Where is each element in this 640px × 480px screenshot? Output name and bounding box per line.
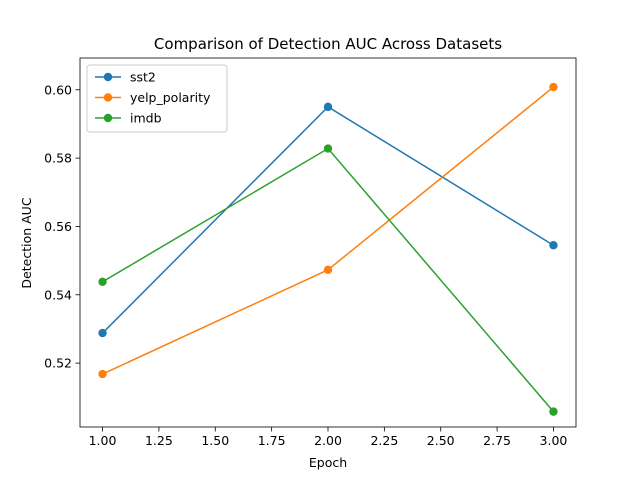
legend-label: imdb (130, 111, 162, 126)
legend-marker (103, 72, 113, 82)
x-tick-label: 2.25 (370, 433, 398, 448)
series-imdb (98, 144, 558, 416)
legend-entry: yelp_polarity (95, 90, 211, 105)
x-tick-label: 2.50 (427, 433, 455, 448)
x-tick-label: 1.75 (258, 433, 286, 448)
data-point (98, 277, 107, 286)
x-tick-label: 1.50 (201, 433, 229, 448)
data-point (323, 102, 333, 112)
series-layer (98, 82, 558, 416)
data-point (549, 241, 558, 250)
y-tick-label: 0.58 (44, 151, 72, 166)
data-point (549, 407, 558, 416)
legend-entry: imdb (95, 111, 162, 126)
y-tick-label: 0.56 (44, 219, 72, 234)
y-tick-label: 0.52 (44, 356, 72, 371)
x-axis-ticks: 1.00 1.25 1.50 1.75 2.00 2.25 2.50 2.75 3.00 (89, 427, 568, 448)
legend-marker (103, 93, 113, 102)
data-point (323, 144, 333, 153)
legend-label: yelp_polarity (130, 90, 211, 105)
x-tick-label: 1.25 (145, 433, 173, 448)
x-tick-label: 2.00 (314, 433, 342, 448)
x-tick-label: 1.00 (89, 433, 117, 448)
data-point (98, 369, 107, 379)
y-tick-label: 0.60 (44, 82, 72, 97)
x-axis-title: Epoch (309, 455, 347, 470)
series-sst2 (98, 102, 558, 338)
legend-entry: sst2 (95, 70, 156, 85)
y-axis-ticks: 0.52 0.54 0.56 0.58 0.60 (44, 82, 80, 371)
y-tick-label: 0.54 (44, 287, 72, 302)
x-tick-label: 2.75 (483, 433, 511, 448)
data-point (98, 328, 107, 338)
legend-box (86, 64, 228, 133)
x-tick-label: 3.00 (540, 433, 568, 448)
legend-marker (103, 113, 113, 123)
chart-title: Comparison of Detection AUC Across Datas… (154, 35, 502, 53)
legend-label: sst2 (130, 70, 156, 85)
series-yelp-polarity (98, 82, 558, 379)
data-point (549, 82, 558, 92)
y-axis-title: Detection AUC (19, 197, 34, 288)
data-point (323, 265, 333, 275)
